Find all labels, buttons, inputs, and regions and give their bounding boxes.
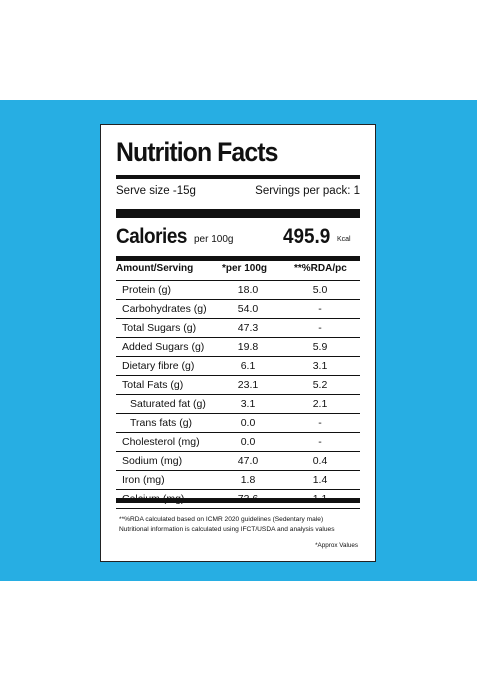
table-row: Saturated fat (g) 3.1 2.1 — [116, 395, 360, 414]
nutrient-rda: 5.0 — [312, 284, 328, 296]
nutrient-name: Dietary fibre (g) — [122, 360, 195, 372]
nutrient-per100g: 54.0 — [237, 303, 259, 315]
footnote: **%RDA calculated based on ICMR 2020 gui… — [119, 515, 369, 534]
nutrient-name: Protein (g) — [122, 284, 172, 296]
nutrient-per100g: 1.8 — [240, 474, 256, 486]
nutrient-per100g: 0.0 — [240, 417, 256, 429]
table-row: Total Sugars (g) 47.3 - — [116, 319, 360, 338]
divider-bar-top — [116, 175, 360, 179]
calories-value: 495.9 — [283, 225, 331, 248]
nutrient-per100g: 6.1 — [240, 360, 256, 372]
nutrient-name: Trans fats (g) — [130, 417, 193, 429]
nutrient-per100g: 0.0 — [240, 436, 256, 448]
table-row: Sodium (mg) 47.0 0.4 — [116, 452, 360, 471]
nutrient-rda: - — [318, 322, 322, 334]
table-header: Amount/Serving *per 100g **%RDA/pc — [116, 263, 360, 277]
table-row: Dietary fibre (g) 6.1 3.1 — [116, 357, 360, 376]
nutrient-table: Protein (g) 18.0 5.0 Carbohydrates (g) 5… — [116, 280, 360, 509]
serve-size: Serve size -15g — [116, 185, 196, 197]
nutrient-rda: 0.4 — [312, 455, 328, 467]
nutrient-per100g: 23.1 — [237, 379, 259, 391]
nutrient-rda: 1.4 — [312, 474, 328, 486]
label-title: Nutrition Facts — [116, 137, 278, 167]
serving-info-row: Serve size -15g Servings per pack: 1 — [116, 185, 360, 197]
calories-basis: per 100g — [194, 234, 234, 245]
table-row: Trans fats (g) 0.0 - — [116, 414, 360, 433]
divider-bar-bottom — [116, 498, 360, 503]
calories-label: Calories — [116, 225, 187, 248]
nutrient-rda: - — [318, 303, 322, 315]
column-header-rda: **%RDA/pc — [294, 263, 347, 274]
nutrient-rda: 5.9 — [312, 341, 328, 353]
footnote-rda: **%RDA calculated based on ICMR 2020 gui… — [119, 516, 324, 523]
table-row: Total Fats (g) 23.1 5.2 — [116, 376, 360, 395]
nutrition-label: Nutrition Facts Serve size -15g Servings… — [100, 124, 376, 562]
table-row: Iron (mg) 1.8 1.4 — [116, 471, 360, 490]
nutrient-per100g: 19.8 — [237, 341, 259, 353]
table-row: Added Sugars (g) 19.8 5.9 — [116, 338, 360, 357]
nutrient-name: Total Fats (g) — [122, 379, 184, 391]
table-row: Protein (g) 18.0 5.0 — [116, 281, 360, 300]
servings-per-pack: Servings per pack: 1 — [255, 185, 360, 197]
table-row: Cholesterol (mg) 0.0 - — [116, 433, 360, 452]
nutrient-per100g: 47.0 — [237, 455, 259, 467]
nutrient-rda: - — [318, 436, 322, 448]
nutrient-name: Saturated fat (g) — [130, 398, 206, 410]
nutrient-rda: 3.1 — [312, 360, 328, 372]
approx-values-note: *Approx Values — [315, 542, 358, 549]
nutrient-name: Iron (mg) — [122, 474, 165, 486]
table-row: Carbohydrates (g) 54.0 - — [116, 300, 360, 319]
nutrient-rda: 2.1 — [312, 398, 328, 410]
calories-row: Calories per 100g 495.9 Kcal — [116, 225, 360, 255]
column-header-per100g: *per 100g — [222, 263, 268, 274]
column-header-amount: Amount/Serving — [116, 263, 194, 274]
divider-bar-calories — [116, 256, 360, 261]
nutrient-name: Sodium (mg) — [122, 455, 183, 467]
divider-bar-thick — [116, 209, 360, 218]
nutrient-per100g: 18.0 — [237, 284, 259, 296]
nutrient-name: Added Sugars (g) — [122, 341, 205, 353]
nutrient-per100g: 3.1 — [240, 398, 256, 410]
nutrient-name: Total Sugars (g) — [122, 322, 197, 334]
nutrient-name: Cholesterol (mg) — [122, 436, 200, 448]
nutrient-rda: 5.2 — [312, 379, 328, 391]
calories-unit: Kcal — [337, 236, 351, 243]
footnote-source: Nutritional information is calculated us… — [119, 525, 335, 533]
nutrient-name: Carbohydrates (g) — [122, 303, 207, 315]
nutrient-per100g: 47.3 — [237, 322, 259, 334]
nutrient-rda: - — [318, 417, 322, 429]
